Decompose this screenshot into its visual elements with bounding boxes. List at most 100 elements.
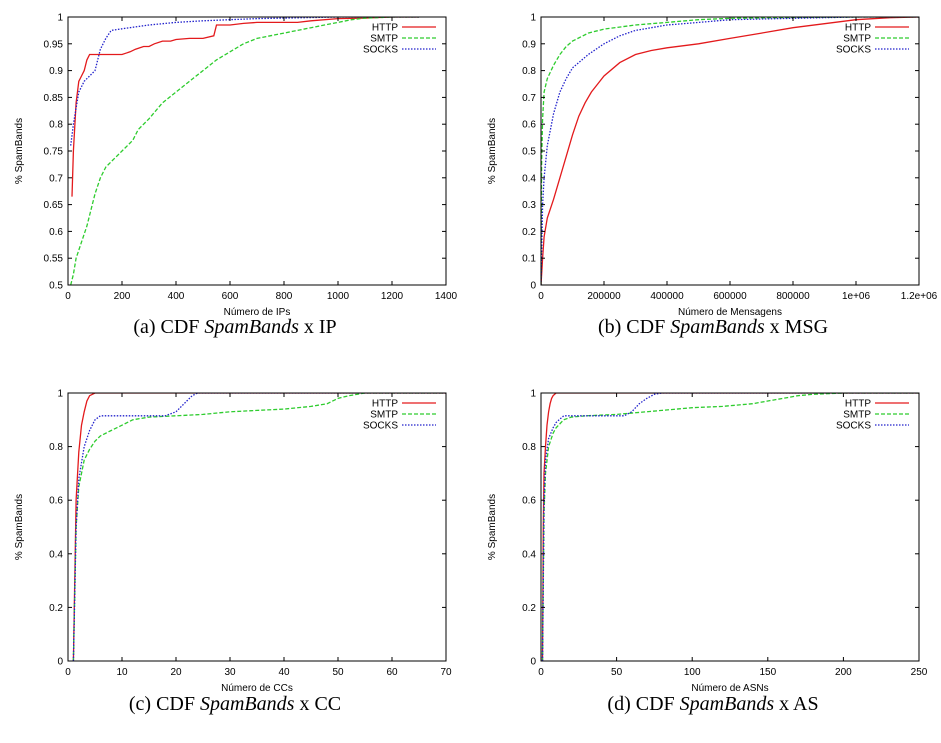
y-tick-label: 0.4 (49, 549, 63, 560)
x-tick-label: 20 (170, 667, 182, 678)
y-tick-label: 0.5 (522, 147, 536, 158)
chart-panel-2: 0 200000 400000 600000 800000 1e+06 1.2e+06 0 0.… (487, 13, 938, 339)
x-tick-label: 40 (278, 667, 290, 678)
y-tick-label: 0.55 (44, 254, 64, 265)
x-tick-label: 0 (65, 667, 71, 678)
series-line-socks (73, 393, 446, 661)
legend-label-socks: SOCKS (836, 421, 871, 432)
y-tick-label: 1 (57, 389, 63, 400)
x-tick-label: 400000 (650, 291, 684, 302)
x-tick-label: 1400 (435, 291, 458, 302)
legend-label-socks: SOCKS (363, 421, 398, 432)
y-tick-label: 0.6 (49, 496, 63, 507)
x-tick-label: 200000 (587, 291, 621, 302)
plot-frame (541, 393, 919, 661)
y-tick-label: 0.4 (522, 549, 536, 560)
x-tick-label: 60 (386, 667, 398, 678)
x-tick-label: 70 (440, 667, 452, 678)
x-tick-label: 800 (276, 291, 293, 302)
y-axis-label: % SpamBands (14, 118, 25, 184)
y-tick-label: 0.85 (44, 93, 64, 104)
x-tick-label: 150 (759, 667, 776, 678)
y-tick-label: 0 (530, 281, 536, 292)
y-tick-label: 0.8 (49, 120, 63, 131)
series-line-http (541, 17, 919, 285)
x-tick-label: 100 (684, 667, 701, 678)
y-tick-label: 0.7 (49, 173, 63, 184)
subfigure-caption: (c) CDF SpamBands x CC (129, 693, 341, 715)
legend-label-smtp: SMTP (843, 34, 871, 45)
subfigure-caption: (a) CDF SpamBands x IP (133, 316, 336, 338)
y-tick-label: 1 (530, 13, 536, 24)
y-tick-label: 0.95 (44, 39, 64, 50)
x-tick-label: 0 (65, 291, 71, 302)
series-line-smtp (543, 393, 920, 661)
x-tick-label: 0 (538, 291, 544, 302)
legend-label-socks: SOCKS (363, 45, 398, 56)
legend-label-http: HTTP (372, 399, 398, 410)
y-tick-label: 0.2 (49, 603, 63, 614)
legend-label-smtp: SMTP (370, 410, 398, 421)
y-tick-label: 0.2 (522, 603, 536, 614)
chart-panel-3: 0 10 20 30 40 50 60 70 0 0.2 0.4 0.6 0.8 1 Número de C… (14, 389, 452, 716)
y-axis-label: % SpamBands (14, 494, 25, 560)
legend-label-smtp: SMTP (843, 410, 871, 421)
series-line-socks (541, 17, 919, 285)
series-line-smtp (541, 17, 919, 285)
series-line-socks (71, 17, 419, 146)
y-tick-label: 0.6 (522, 496, 536, 507)
x-tick-label: 1200 (381, 291, 404, 302)
x-tick-label: 30 (224, 667, 236, 678)
plot-frame (68, 393, 446, 661)
y-tick-label: 0.6 (49, 227, 63, 238)
y-tick-label: 1 (57, 13, 63, 24)
x-tick-label: 600000 (713, 291, 747, 302)
y-axis-label: % SpamBands (487, 118, 498, 184)
x-tick-label: 800000 (776, 291, 810, 302)
x-tick-label: 400 (168, 291, 185, 302)
x-tick-label: 10 (116, 667, 128, 678)
x-tick-label: 250 (911, 667, 928, 678)
y-axis-label: % SpamBands (487, 494, 498, 560)
subfigure-caption: (d) CDF SpamBands x AS (607, 693, 818, 715)
x-tick-label: 1e+06 (842, 291, 871, 302)
y-tick-label: 0.3 (522, 200, 536, 211)
x-tick-label: 1000 (327, 291, 350, 302)
series-line-smtp (73, 393, 446, 661)
x-tick-label: 200 (835, 667, 852, 678)
y-tick-label: 0.1 (522, 254, 536, 265)
series-line-http (73, 393, 446, 661)
x-tick-label: 600 (222, 291, 239, 302)
series-line-socks (543, 393, 920, 661)
legend-label-http: HTTP (845, 399, 871, 410)
y-tick-label: 0 (530, 657, 536, 668)
y-tick-label: 0.8 (522, 442, 536, 453)
legend-label-smtp: SMTP (370, 34, 398, 45)
y-tick-label: 0.2 (522, 227, 536, 238)
y-tick-label: 0.7 (522, 93, 536, 104)
x-tick-label: 0 (538, 667, 544, 678)
y-tick-label: 0.9 (522, 39, 536, 50)
chart-panel-1: 0 200 400 600 800 1000 1200 1400 0.5 0.55 0.6 0.65 0… (14, 13, 458, 339)
x-tick-label: 50 (332, 667, 344, 678)
y-tick-label: 0.75 (44, 147, 64, 158)
series-line-http (543, 393, 920, 661)
y-tick-label: 0.8 (522, 66, 536, 77)
y-tick-label: 0.8 (49, 442, 63, 453)
x-tick-label: 1.2e+06 (901, 291, 938, 302)
x-tick-label: 200 (114, 291, 131, 302)
y-tick-label: 0.65 (44, 200, 64, 211)
chart-panel-4: 0 50 100 150 200 250 0 0.2 0.4 0.6 0.8 1 Número de A… (487, 389, 928, 716)
y-tick-label: 0.4 (522, 173, 536, 184)
legend-label-http: HTTP (372, 23, 398, 34)
plot-frame (68, 17, 446, 285)
y-tick-label: 0 (57, 657, 63, 668)
x-tick-label: 50 (611, 667, 623, 678)
y-tick-label: 1 (530, 389, 536, 400)
legend-label-http: HTTP (845, 23, 871, 34)
y-tick-label: 0.9 (49, 66, 63, 77)
y-tick-label: 0.5 (49, 281, 63, 292)
series-line-smtp (71, 17, 419, 285)
plot-frame (541, 17, 919, 285)
